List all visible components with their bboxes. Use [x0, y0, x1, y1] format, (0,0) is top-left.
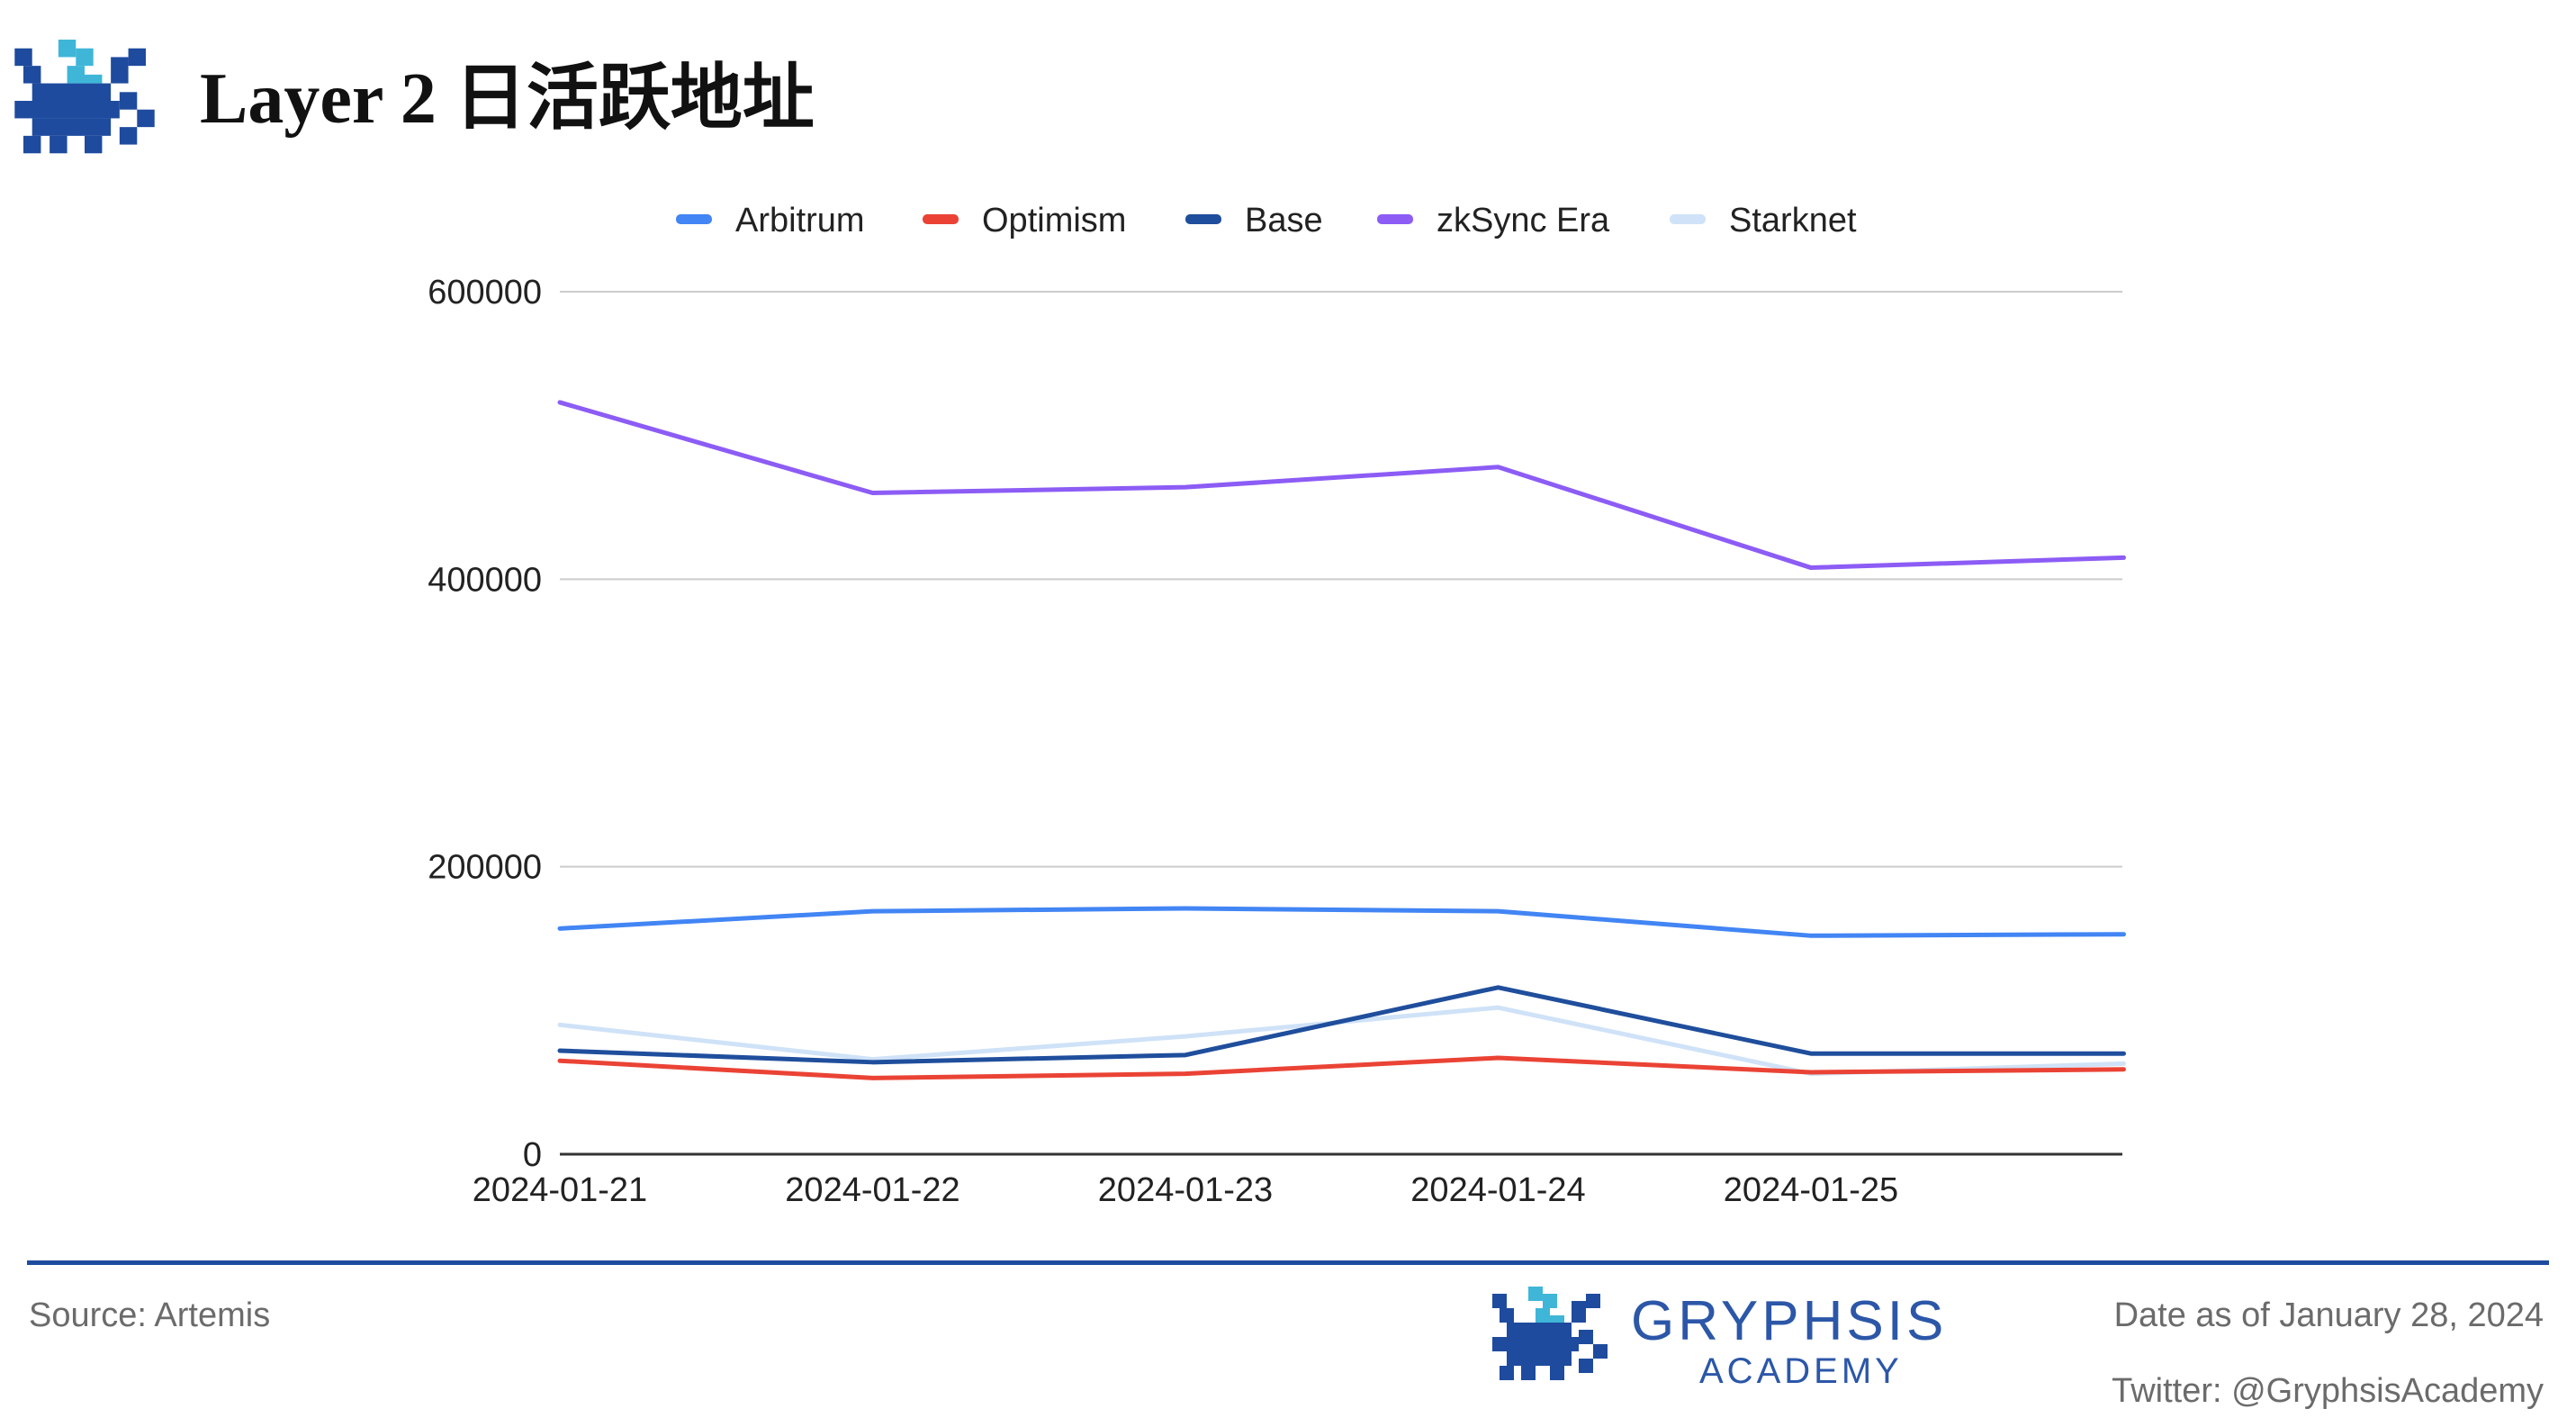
source-label: Source: Artemis [29, 1296, 271, 1334]
chart-gridlines [560, 291, 2122, 1156]
y-tick-label: 0 [523, 1136, 542, 1174]
brand-name: GRYPHSIS [1631, 1290, 1948, 1352]
twitter-handle: Twitter: @GryphsisAcademy [2112, 1372, 2544, 1410]
page-title: Layer 2 日活跃地址 [200, 59, 815, 139]
x-tick-label: 2024-01-25 [1724, 1171, 1898, 1209]
legend-label-starknet: Starknet [1729, 202, 1857, 239]
line-chart: 0 200000 400000 600000 2024-01-21 2024-01-22… [428, 202, 2126, 1209]
legend-swatch-optimism [923, 214, 959, 224]
legend-swatch-starknet [1670, 214, 1706, 224]
y-tick-label: 400000 [428, 561, 542, 599]
footer-divider [27, 1260, 2549, 1265]
x-axis-ticks: 2024-01-21 2024-01-22 2024-01-23 2024-01-24… [473, 1171, 1898, 1209]
y-tick-label: 200000 [428, 849, 542, 887]
legend-swatch-arbitrum [676, 214, 712, 224]
x-tick-label: 2024-01-22 [785, 1171, 959, 1209]
x-tick-label: 2024-01-24 [1410, 1171, 1585, 1209]
date-label: Date as of January 28, 2024 [2113, 1296, 2544, 1334]
x-tick-label: 2024-01-23 [1098, 1171, 1273, 1209]
chart-series [557, 400, 2126, 1080]
gryphon-logo-icon [14, 40, 155, 154]
legend-swatch-base [1185, 214, 1221, 224]
brand-wordmark: GRYPHSIS ACADEMY [1631, 1289, 1947, 1392]
y-axis-ticks: 0 200000 400000 600000 [428, 274, 542, 1174]
legend-swatch-zksync-era [1377, 214, 1413, 224]
legend-label-optimism: Optimism [982, 202, 1126, 239]
series-line-arbitrum [557, 906, 2126, 938]
y-tick-label: 600000 [428, 274, 542, 312]
x-tick-label: 2024-01-21 [473, 1171, 647, 1209]
legend-label-zksync-era: zkSync Era [1437, 202, 1610, 239]
gryphon-logo-icon [1492, 1287, 1608, 1380]
legend-label-arbitrum: Arbitrum [735, 202, 865, 239]
series-line-optimism [557, 1055, 2126, 1080]
chart-legend: Arbitrum Optimism Base zkSync Era Starknet [676, 202, 1857, 239]
legend-label-base: Base [1245, 202, 1323, 239]
brand-sub: ACADEMY [1699, 1351, 1903, 1391]
series-line-zksync-era [557, 400, 2126, 571]
series-line-base [557, 985, 2126, 1065]
